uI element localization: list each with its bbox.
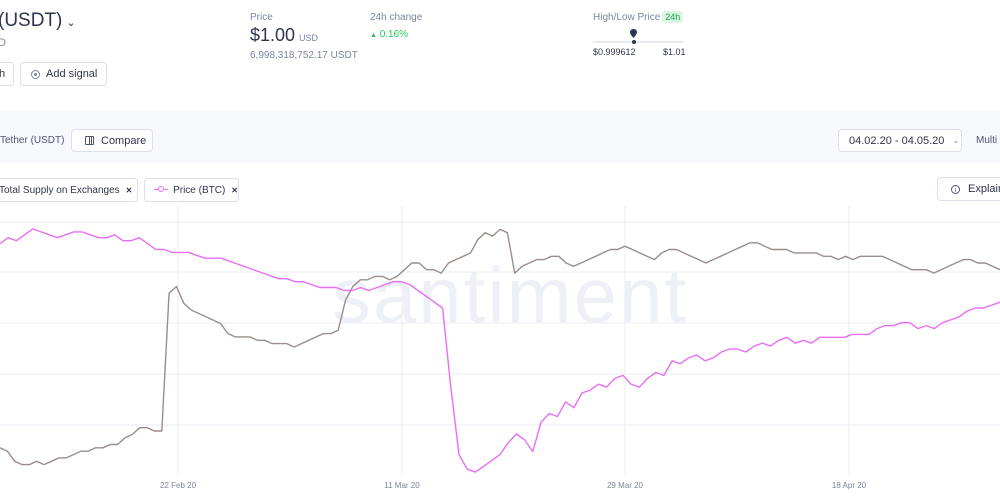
asset-title[interactable]: (USDT) ⌄ [0,10,76,32]
x-axis-labels: 22 Feb 20 11 Mar 20 29 Mar 20 18 Apr 20 [160,481,867,490]
metric-chip-price[interactable]: Price (BTC) ✕ [144,178,239,202]
add-signal-label: Add signal [46,68,98,80]
signal-icon [31,69,40,79]
asset-subtitle: D [0,37,6,49]
high-price: $1.01 [663,47,686,57]
metric-chip-label: Price (BTC) [173,184,226,196]
date-range-label: 04.02.20 - 04.05.20 [849,134,945,147]
series-line-supply [0,228,1000,466]
metric-chip-supply[interactable]: Total Supply on Exchanges ✕ [0,178,138,202]
line-series-icon [154,186,169,194]
watchlist-button-label: h [0,68,6,80]
chart-series [0,228,1000,473]
arrow-up-icon: ▲ [370,32,377,39]
price-label: Price [250,12,273,23]
high-low-label-text: High/Low Price [593,12,661,23]
watchlist-button[interactable]: h [0,62,14,86]
close-icon[interactable]: ✕ [231,185,238,195]
asset-title-text: (USDT) [0,10,63,31]
price-unit: USD [299,33,319,43]
price-supply: 6,998,318,752.17 USDT [250,50,358,61]
chevron-down-icon[interactable]: ⌄ [66,17,76,29]
multi-chart-toggle[interactable]: Multi [976,135,998,146]
compare-button[interactable]: Compare [71,129,153,152]
high-low-badge: 24h [662,11,684,23]
map-pin-icon [630,29,637,38]
date-range-picker[interactable]: 04.02.20 - 04.05.20 ⌄ [838,129,962,152]
high-low-track [593,41,683,43]
x-tick-label: 18 Apr 20 [832,481,867,490]
high-low-current-dot [632,40,636,44]
metric-chip-label: Total Supply on Exchanges [0,184,120,196]
chart-grid [0,206,1000,476]
low-price: $0.999612 [593,47,636,57]
chart-watermark: santiment [332,251,688,339]
add-signal-button[interactable]: Add signal [20,62,107,86]
change-label: 24h change [370,12,423,23]
change-value-text: 0.16% [379,29,409,40]
explain-label: Explain [968,183,1000,195]
info-icon: i [951,184,960,194]
high-low-label: High/Low Price 24h [593,11,684,23]
explain-button[interactable]: i Explain [937,177,1000,201]
price-value-text: $1.00 [250,25,296,45]
price-value: $1.00 USD [250,25,318,46]
series-line-price [0,228,1000,473]
chevron-down-icon: ⌄ [952,136,960,145]
close-icon[interactable]: ✕ [125,185,133,195]
x-tick-label: 29 Mar 20 [607,481,644,490]
change-value: ▲ 0.16% [370,29,408,40]
chart-toolbar [0,111,1000,163]
x-tick-label: 11 Mar 20 [384,481,420,490]
asset-tab[interactable]: Tether (USDT) [0,135,65,146]
compare-icon [85,136,94,145]
compare-label: Compare [101,134,147,147]
x-tick-label: 22 Feb 20 [160,481,197,490]
